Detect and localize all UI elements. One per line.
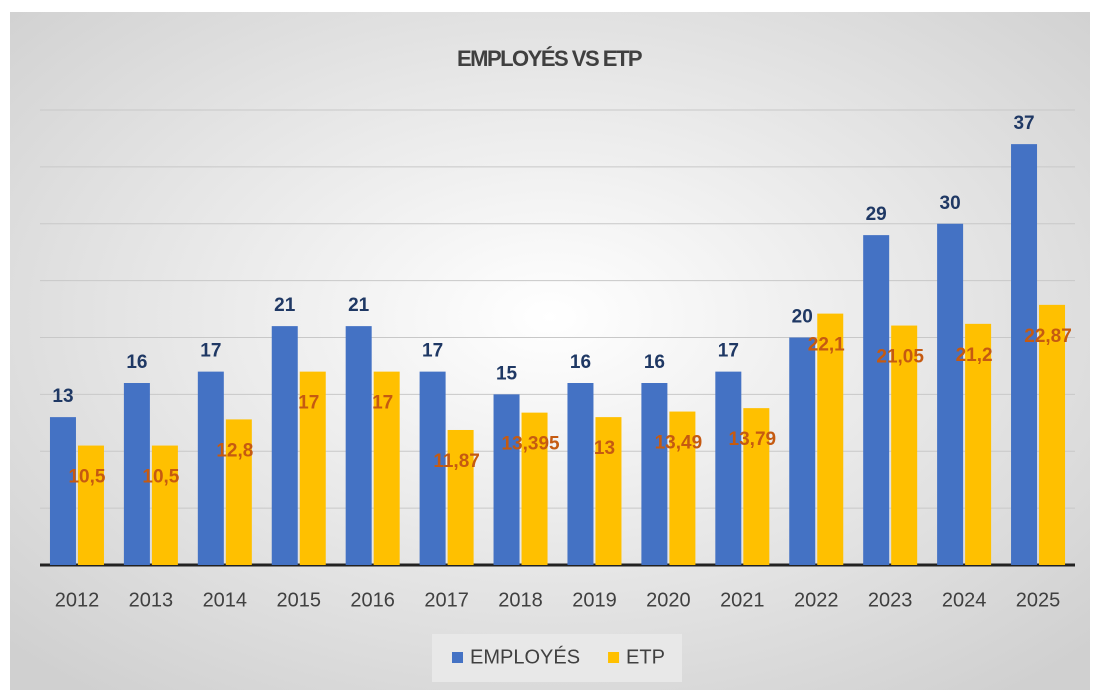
data-label: 17 [200, 341, 221, 362]
bar [493, 394, 520, 565]
data-label: 13 [52, 386, 73, 407]
bar [715, 371, 742, 565]
data-label: 13,79 [729, 429, 777, 450]
data-label: 11,87 [433, 451, 480, 472]
x-tick-label: 2019 [572, 589, 617, 611]
bar [49, 417, 76, 565]
x-tick-label: 2024 [942, 589, 987, 611]
data-label: 16 [570, 352, 591, 373]
bar [891, 325, 918, 565]
data-label: 12,8 [216, 440, 253, 461]
bar [521, 412, 548, 565]
data-label: 17 [372, 393, 393, 414]
x-tick-label: 2025 [1016, 589, 1061, 611]
bar [863, 235, 890, 565]
bar [373, 371, 400, 565]
bar [669, 411, 696, 565]
x-tick-label: 2017 [424, 589, 469, 611]
data-label: 16 [644, 352, 665, 373]
data-label: 15 [496, 363, 518, 384]
x-tick-label: 2023 [868, 589, 913, 611]
data-label: 21 [274, 295, 296, 316]
bar [123, 383, 150, 565]
bar [743, 408, 770, 565]
bar [77, 445, 104, 565]
bar [225, 419, 252, 565]
bar [595, 417, 622, 565]
data-label: 21 [348, 295, 370, 316]
bar [299, 371, 326, 565]
bar [447, 429, 474, 565]
bar [151, 445, 178, 565]
bar [1011, 144, 1038, 565]
legend-swatch [452, 652, 463, 663]
bar [567, 383, 594, 565]
legend-label: ETP [626, 646, 665, 668]
x-tick-label: 2013 [129, 589, 174, 611]
x-tick-label: 2018 [498, 589, 543, 611]
data-label: 13 [594, 438, 615, 459]
x-tick-label: 2016 [350, 589, 395, 611]
legend-swatch [608, 652, 620, 663]
bar [937, 223, 964, 565]
data-label: 13,49 [655, 433, 703, 454]
chart-title: EMPLOYÉS VS ETP [457, 46, 642, 71]
data-label: 22,1 [808, 335, 845, 356]
bar [789, 337, 816, 565]
legend-label: EMPLOYÉS [470, 645, 580, 668]
x-tick-label: 2015 [277, 589, 322, 611]
data-label: 10,5 [68, 467, 105, 488]
data-label: 30 [940, 193, 961, 214]
legend-box [432, 634, 682, 682]
x-tick-label: 2012 [55, 589, 100, 611]
data-label: 21,2 [956, 345, 993, 366]
data-label: 17 [718, 341, 739, 362]
bar [271, 326, 298, 565]
x-tick-label: 2020 [646, 589, 691, 611]
data-label: 21,05 [876, 347, 924, 368]
x-tick-label: 2014 [203, 589, 248, 611]
bar [641, 383, 668, 565]
data-label: 17 [422, 341, 443, 362]
data-label: 13,395 [501, 434, 560, 455]
x-tick-label: 2021 [720, 589, 765, 611]
bar [965, 323, 992, 565]
data-label: 10,5 [142, 467, 179, 488]
bar [1039, 304, 1066, 565]
bar [817, 313, 844, 565]
bar [419, 371, 446, 565]
bar [197, 371, 224, 565]
data-label: 37 [1013, 113, 1034, 134]
data-label: 17 [298, 393, 319, 414]
data-label: 22,87 [1024, 326, 1072, 347]
bar [345, 326, 372, 565]
data-label: 29 [866, 204, 887, 225]
x-tick-label: 2022 [794, 589, 839, 611]
data-label: 16 [126, 352, 147, 373]
data-label: 20 [792, 307, 813, 328]
